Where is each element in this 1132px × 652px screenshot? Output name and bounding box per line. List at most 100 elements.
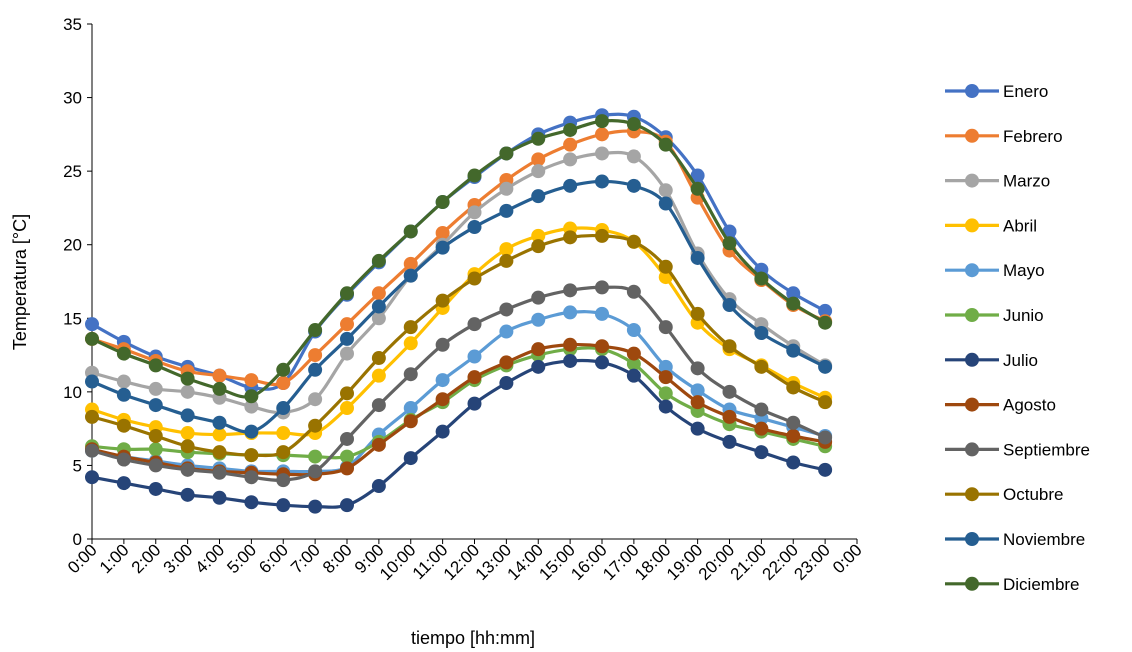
data-point [595,306,609,321]
data-point [212,490,227,505]
y-tick-label: 25 [63,162,82,181]
data-point [340,386,354,401]
data-point [467,220,482,235]
data-point [116,476,131,491]
data-point [244,389,259,404]
data-point [595,114,609,129]
data-point [722,298,737,313]
data-point [85,409,99,424]
data-point [722,409,737,424]
data-point [308,418,323,433]
legend-marker [965,352,979,367]
data-point [276,401,291,416]
data-point [340,286,354,301]
data-point [531,228,546,243]
data-point [531,312,546,327]
x-tick-label: 10:00 [376,540,420,584]
data-point [722,236,737,251]
y-tick-label: 5 [73,456,82,475]
series-noviembre [85,174,833,439]
data-point [499,355,514,370]
y-tick-label: 0 [73,530,82,549]
data-point [371,351,386,366]
legend-item-septiembre: Septiembre [945,440,1090,459]
data-point [435,337,450,352]
data-point [626,368,641,383]
data-point [786,455,801,470]
data-point [531,290,546,305]
series-agosto [85,337,833,482]
data-point [212,368,227,383]
legend-item-marzo: Marzo [945,172,1050,191]
data-point [563,305,578,320]
legend-label: Agosto [1003,396,1056,415]
data-point [116,418,131,433]
data-point [371,479,386,494]
data-point [499,242,514,257]
x-tick-label: 13:00 [472,540,516,584]
data-point [499,203,514,218]
x-tick-label: 5:00 [223,540,260,577]
data-point [212,427,227,442]
data-point [467,205,482,220]
data-point [276,473,291,488]
data-point [244,399,259,414]
y-tick-label: 10 [63,383,82,402]
data-point [371,286,386,301]
legend-marker [965,173,979,188]
data-point [786,286,801,301]
data-point [276,498,291,513]
data-point [658,399,673,414]
data-point [308,348,323,363]
data-point [467,370,482,385]
data-point [499,253,514,268]
legend-item-octubre: Octubre [945,485,1063,504]
data-point [340,461,354,476]
data-point [754,402,769,417]
series-febrero [85,124,833,391]
legend-item-febrero: Febrero [945,127,1063,146]
data-point [435,392,450,407]
x-tick-label: 19:00 [663,540,707,584]
legend-marker [965,576,979,591]
series-line [91,129,826,387]
data-point [626,323,641,338]
data-point [148,481,163,496]
data-point [180,371,195,386]
legend-label: Octubre [1003,485,1063,504]
legend-item-noviembre: Noviembre [945,530,1085,549]
data-point [690,306,705,321]
data-point [754,421,769,436]
data-point [212,465,227,480]
data-point [626,234,641,249]
data-point [180,384,195,399]
data-point [531,189,546,204]
data-point [371,398,386,413]
data-point [85,443,99,458]
series-diciembre [85,114,833,404]
data-point [308,362,323,377]
data-point [116,452,131,467]
data-point [403,336,418,351]
data-point [595,174,609,189]
data-point [563,122,578,137]
data-point [180,439,195,454]
data-point [435,195,450,210]
data-point [626,149,641,164]
data-point [340,346,354,361]
data-point [658,137,673,152]
data-point [818,462,833,477]
series-line [91,233,826,458]
data-point [754,326,769,340]
data-point [308,449,323,464]
series-line [91,112,826,391]
data-point [148,358,163,373]
x-tick-label: 8:00 [319,540,356,577]
data-point [499,146,514,161]
x-tick-label: 17:00 [599,540,643,584]
data-point [595,127,609,142]
data-point [786,429,801,443]
legend-item-mayo: Mayo [945,261,1045,280]
x-tick-label: 1:00 [96,540,133,577]
data-point [85,470,99,485]
